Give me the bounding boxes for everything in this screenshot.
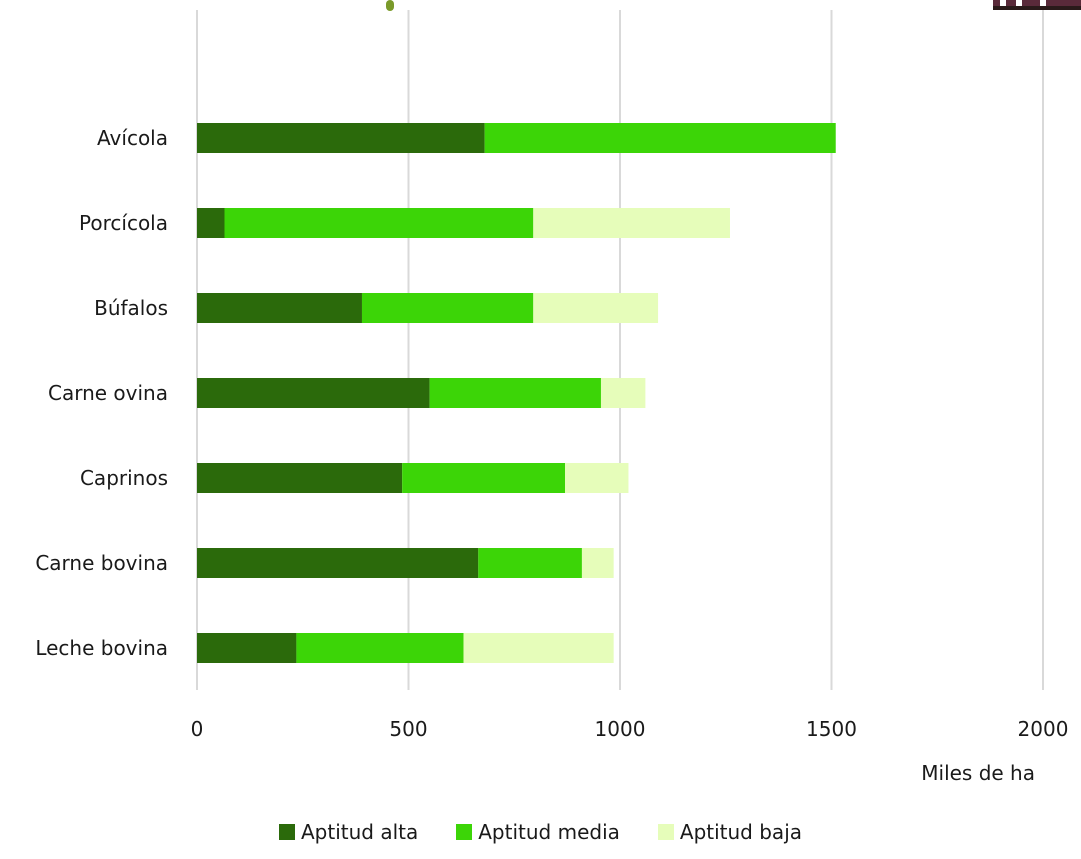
bar-segment <box>600 378 646 408</box>
bar-segment <box>224 208 534 238</box>
bar-segment <box>402 463 566 493</box>
gridlines <box>196 10 1044 690</box>
x-axis-title: Miles de ha <box>921 761 1035 785</box>
legend-swatch <box>456 824 473 840</box>
bar-segment <box>197 463 403 493</box>
bar-segment <box>197 378 430 408</box>
legend-item: Aptitud media <box>456 820 620 844</box>
x-tick-label: 500 <box>389 717 427 741</box>
category-labels: Avícola Porcícola Búfalos Carne ovina Caprin… <box>35 126 168 660</box>
bar-segment <box>197 633 297 663</box>
bar-segment <box>565 463 629 493</box>
bars <box>197 123 836 663</box>
legend-swatch <box>278 824 295 840</box>
bar-segment <box>197 293 362 323</box>
x-tick-label: 2000 <box>1018 717 1069 741</box>
legend-label: Aptitud media <box>478 820 620 844</box>
bar-segment <box>581 548 614 578</box>
legend-label: Aptitud alta <box>300 820 419 844</box>
legend-label: Aptitud baja <box>679 820 802 844</box>
category-label: Búfalos <box>94 296 168 320</box>
category-label: Carne bovina <box>35 551 168 575</box>
bar-segment <box>197 208 225 238</box>
x-tick-label: 1500 <box>806 717 857 741</box>
bar-segment <box>484 123 836 153</box>
category-label: Caprinos <box>80 466 168 490</box>
decorative-corner-graphic <box>993 0 1081 10</box>
bar-segment <box>463 633 614 663</box>
bar-segment <box>361 293 534 323</box>
category-label: Carne ovina <box>48 381 168 405</box>
bar-segment <box>533 208 730 238</box>
bar-segment <box>429 378 601 408</box>
category-label: Leche bovina <box>35 636 168 660</box>
legend-item: Aptitud alta <box>278 820 419 844</box>
category-label: Porcícola <box>79 211 168 235</box>
legend-swatch <box>657 824 674 840</box>
bar-segment <box>478 548 582 578</box>
legend: Aptitud alta Aptitud media Aptitud baja <box>0 820 1081 844</box>
bar-segment <box>197 123 485 153</box>
x-tick-label: 0 <box>191 717 204 741</box>
legend-item: Aptitud baja <box>657 820 802 844</box>
bar-segment <box>197 548 479 578</box>
bar-segment <box>533 293 659 323</box>
category-label: Avícola <box>97 126 168 150</box>
bar-segment <box>296 633 464 663</box>
x-tick-labels: 0 500 1000 1500 2000 <box>191 717 1069 741</box>
x-tick-label: 1000 <box>595 717 646 741</box>
decorative-marker <box>386 0 394 11</box>
